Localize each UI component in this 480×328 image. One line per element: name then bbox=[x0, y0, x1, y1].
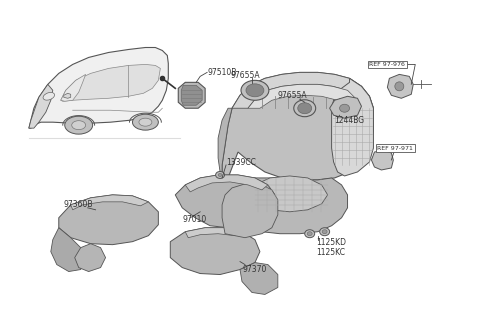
Ellipse shape bbox=[132, 114, 158, 130]
Polygon shape bbox=[222, 72, 373, 185]
Ellipse shape bbox=[294, 100, 316, 117]
Ellipse shape bbox=[298, 103, 312, 114]
Text: 1125KC: 1125KC bbox=[317, 248, 346, 257]
Ellipse shape bbox=[322, 230, 327, 234]
Polygon shape bbox=[181, 85, 202, 105]
Polygon shape bbox=[185, 175, 268, 192]
Polygon shape bbox=[387, 74, 413, 98]
Ellipse shape bbox=[320, 228, 330, 236]
Ellipse shape bbox=[305, 230, 315, 238]
Text: 97360B: 97360B bbox=[64, 200, 93, 209]
Polygon shape bbox=[75, 244, 106, 272]
Polygon shape bbox=[71, 195, 148, 210]
Polygon shape bbox=[61, 74, 85, 101]
Ellipse shape bbox=[246, 84, 264, 97]
Polygon shape bbox=[218, 108, 232, 178]
Polygon shape bbox=[330, 96, 361, 118]
Text: 1339CC: 1339CC bbox=[226, 157, 256, 167]
Polygon shape bbox=[222, 178, 348, 234]
Polygon shape bbox=[61, 64, 160, 101]
Text: REF 97-971: REF 97-971 bbox=[377, 146, 413, 151]
Text: 1244BG: 1244BG bbox=[335, 116, 365, 125]
Polygon shape bbox=[372, 150, 393, 170]
Polygon shape bbox=[175, 175, 275, 228]
Ellipse shape bbox=[216, 172, 225, 178]
Ellipse shape bbox=[339, 104, 349, 112]
Ellipse shape bbox=[72, 121, 85, 130]
Polygon shape bbox=[185, 228, 242, 238]
Polygon shape bbox=[64, 93, 71, 98]
Polygon shape bbox=[178, 82, 205, 108]
Text: 97010: 97010 bbox=[182, 215, 206, 224]
Polygon shape bbox=[51, 228, 85, 272]
Ellipse shape bbox=[307, 232, 312, 236]
Polygon shape bbox=[240, 263, 278, 295]
Text: 97655A: 97655A bbox=[230, 71, 260, 80]
Polygon shape bbox=[59, 195, 158, 245]
Ellipse shape bbox=[241, 80, 269, 100]
Polygon shape bbox=[232, 72, 373, 108]
Text: 97510B: 97510B bbox=[207, 68, 237, 77]
Polygon shape bbox=[222, 184, 278, 238]
Ellipse shape bbox=[139, 118, 152, 126]
Text: 97370: 97370 bbox=[243, 265, 267, 274]
Ellipse shape bbox=[218, 174, 222, 176]
Text: 97655A: 97655A bbox=[278, 91, 308, 100]
Text: REF 97-976: REF 97-976 bbox=[370, 62, 405, 67]
Ellipse shape bbox=[395, 82, 404, 91]
Polygon shape bbox=[170, 228, 260, 275]
Polygon shape bbox=[332, 78, 373, 176]
Polygon shape bbox=[29, 48, 168, 128]
Polygon shape bbox=[250, 176, 328, 212]
Ellipse shape bbox=[43, 92, 55, 100]
Ellipse shape bbox=[65, 116, 93, 134]
Polygon shape bbox=[29, 84, 53, 128]
Polygon shape bbox=[248, 84, 360, 108]
Text: 1125KD: 1125KD bbox=[317, 238, 347, 247]
